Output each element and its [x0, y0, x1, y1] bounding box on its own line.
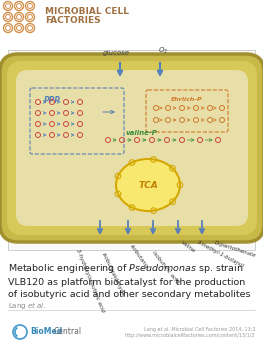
Text: valine: valine	[180, 240, 196, 254]
Text: valine-P: valine-P	[126, 130, 158, 136]
Text: FACTORIES: FACTORIES	[45, 16, 101, 25]
Text: isobutyraldehyde: isobutyraldehyde	[100, 252, 125, 297]
Text: PPP: PPP	[44, 96, 60, 105]
FancyBboxPatch shape	[0, 54, 263, 242]
FancyBboxPatch shape	[7, 61, 257, 235]
Text: 3-methyl-1-butanol: 3-methyl-1-butanol	[196, 240, 245, 269]
Text: http://www.microbialcellfactories.com/content/13/1/2: http://www.microbialcellfactories.com/co…	[124, 333, 255, 338]
Text: $O_2$: $O_2$	[158, 46, 168, 56]
Text: Ehrlich-P: Ehrlich-P	[171, 97, 203, 102]
Text: 3-hydroxyisobutyric acid: 3-hydroxyisobutyric acid	[75, 248, 105, 313]
Text: D-pantothenate: D-pantothenate	[214, 240, 256, 258]
Text: Metabolic engineering of $\it{Pseudomonas}$ sp. strain
VLB120 as platform biocat: Metabolic engineering of $\it{Pseudomona…	[8, 262, 250, 299]
Text: TCA: TCA	[138, 180, 158, 190]
Ellipse shape	[116, 159, 180, 211]
Text: Lang et al. Microbial Cell Factories 2014, 13:2: Lang et al. Microbial Cell Factories 201…	[144, 327, 255, 332]
Text: Lang $\it{et\ al.}$: Lang $\it{et\ al.}$	[8, 300, 46, 311]
Text: isobutyric acid: isobutyric acid	[151, 250, 180, 285]
Text: Central: Central	[54, 327, 82, 336]
Text: BioMed: BioMed	[30, 327, 62, 336]
Text: glucose: glucose	[103, 50, 129, 56]
Text: isobutanol: isobutanol	[129, 244, 149, 270]
Text: MICROBIAL CELL: MICROBIAL CELL	[45, 7, 129, 16]
FancyBboxPatch shape	[8, 50, 255, 250]
FancyBboxPatch shape	[16, 70, 248, 226]
